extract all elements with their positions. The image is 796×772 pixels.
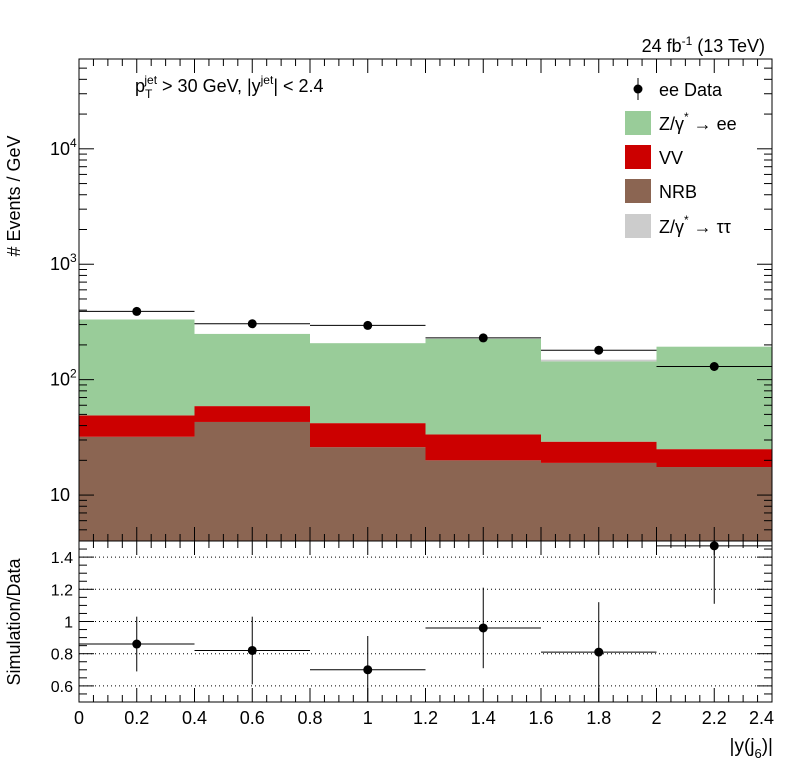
ratio-point-3: [478, 623, 488, 633]
bar-z-ee-3: [425, 338, 541, 435]
legend-swatch-2: [625, 145, 651, 169]
data-point-2: [363, 320, 373, 330]
x-axis-label: |y(j6)|: [730, 736, 773, 761]
main-y-axis: 10 102 103 104: [50, 58, 772, 542]
xtick-label: 1.6: [528, 708, 553, 728]
ratio-ytick-label: 1.2: [51, 582, 73, 599]
bar-z-ee-2: [310, 343, 426, 424]
ratio-ytick-label: 1.4: [51, 550, 73, 567]
main-ytick-label: 102: [50, 367, 77, 390]
main-ytick-label: 10: [50, 485, 70, 505]
bar-vv-3: [425, 434, 541, 461]
ratio-y-axis: 0.6 0.8 1 1.2 1.4: [51, 548, 772, 696]
bar-nrb-0: [79, 436, 195, 541]
xtick-label: 0.2: [124, 708, 149, 728]
bar-nrb-1: [194, 421, 310, 541]
stacked-histogram: [79, 319, 772, 541]
legend-label-2: VV: [659, 148, 683, 168]
ratio-ytick-label: 0.8: [51, 647, 73, 664]
bar-vv-0: [79, 415, 195, 437]
data-points: [79, 306, 772, 372]
xtick-label: 0.8: [297, 708, 322, 728]
ratio-point-4: [594, 647, 604, 657]
xtick-label: 0.4: [182, 708, 207, 728]
ratio-y-axis-label: Simulation/Data: [4, 557, 24, 685]
data-point-3: [478, 333, 488, 343]
main-y-axis-label: # Events / GeV: [4, 135, 24, 256]
xtick-label: 0.6: [240, 708, 265, 728]
legend-swatch-1: [625, 111, 651, 135]
xtick-label: 2.4: [749, 708, 774, 728]
bar-z--4: [541, 359, 657, 362]
bar-vv-4: [541, 441, 657, 463]
bar-nrb-2: [310, 447, 426, 541]
xtick-label: 1.4: [471, 708, 496, 728]
main-ytick-label: 104: [50, 136, 77, 159]
legend-label-4: Z/γ* → ττ: [659, 213, 731, 237]
ratio-point-0: [132, 639, 142, 649]
legend-swatch-3: [625, 179, 651, 203]
lumi-label: 24 fb-1 (13 TeV): [642, 34, 765, 56]
bar-vv-5: [656, 449, 772, 468]
ratio-point-2: [363, 665, 373, 675]
bar-z-ee-0: [79, 319, 195, 416]
legend-label-1: Z/γ* → ee: [659, 110, 737, 134]
data-point-0: [132, 306, 142, 316]
xtick-label: 1.8: [586, 708, 611, 728]
ratio-point-1: [247, 645, 257, 655]
legend: ee Data Z/γ* → ee VV NRB Z/γ* → ττ: [625, 78, 737, 238]
xtick-label: 2: [651, 708, 661, 728]
cut-label: pTjet > 30 GeV, |yjet| < 2.4: [135, 73, 324, 101]
x-axis: 0 0.2 0.4 0.6 0.8 1 1.2 1.4 1.6 1.8 2 2.2 2.4: [74, 59, 774, 728]
legend-swatch-4: [625, 214, 651, 238]
xtick-label: 1: [363, 708, 373, 728]
bar-vv-1: [194, 406, 310, 422]
legend-label-0: ee Data: [659, 80, 723, 100]
bar-z-ee-1: [194, 333, 310, 407]
ratio-points: [79, 541, 772, 702]
ratio-grid: [79, 556, 772, 687]
bar-vv-2: [310, 423, 426, 448]
ratio-ytick-label: 0.6: [51, 679, 73, 696]
data-point-1: [247, 319, 257, 329]
xtick-label: 0: [74, 708, 84, 728]
ratio-ytick-label: 1: [64, 615, 73, 632]
legend-label-3: NRB: [659, 182, 697, 202]
data-point-4: [594, 345, 604, 355]
xtick-label: 1.2: [413, 708, 438, 728]
bar-z-ee-4: [541, 361, 657, 442]
ratio-frame: [78, 540, 773, 703]
data-point-5: [709, 362, 719, 372]
main-ytick-label: 103: [50, 251, 77, 274]
xtick-label: 2.2: [702, 708, 727, 728]
legend-marker: [633, 84, 643, 94]
